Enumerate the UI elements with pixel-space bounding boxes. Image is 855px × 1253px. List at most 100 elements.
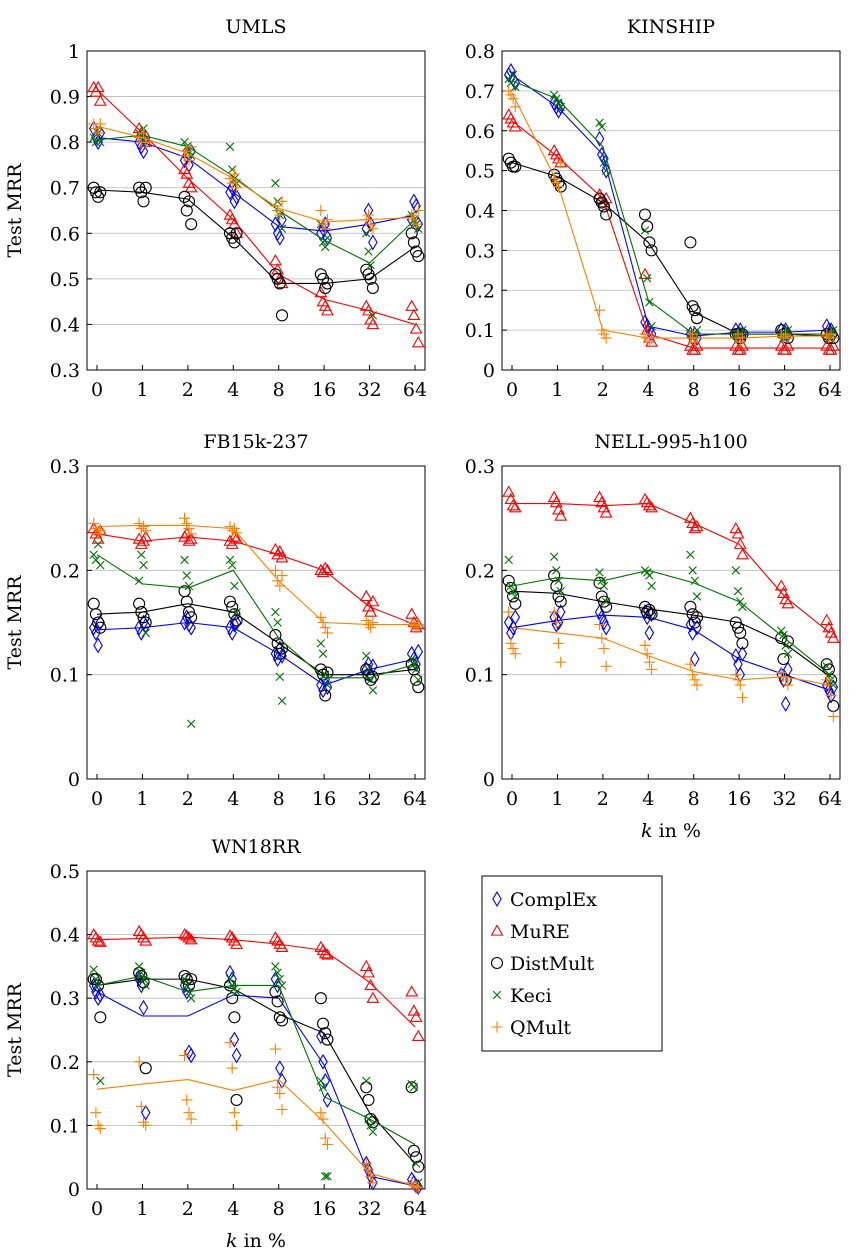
data-point-qmult xyxy=(365,1170,377,1182)
data-point-qmult xyxy=(315,611,327,623)
x-tick-label: 32 xyxy=(772,788,796,810)
data-point-keci xyxy=(232,987,241,997)
data-point-mure xyxy=(223,929,237,941)
data-point-keci xyxy=(96,1076,105,1086)
data-point-mure xyxy=(409,1010,423,1022)
data-point-keci xyxy=(134,962,144,971)
data-point-complex xyxy=(599,614,609,631)
data-point-keci xyxy=(321,670,330,679)
data-point-qmult xyxy=(269,200,281,212)
data-point-qmult xyxy=(412,205,424,216)
data-point-qmult xyxy=(412,1182,424,1194)
data-point-distmult xyxy=(139,1062,152,1075)
y-tick-label: 0.6 xyxy=(465,121,495,143)
data-point-mure xyxy=(180,167,194,179)
data-point-qmult xyxy=(94,118,106,130)
data-point-qmult xyxy=(509,101,521,113)
data-point-qmult xyxy=(646,663,658,675)
data-point-complex xyxy=(93,990,103,1007)
data-point-distmult xyxy=(643,236,656,249)
data-point-qmult xyxy=(780,674,792,686)
data-point-keci xyxy=(736,597,745,606)
data-point-mure xyxy=(93,94,107,106)
data-point-distmult xyxy=(736,637,749,650)
data-point-qmult xyxy=(643,656,655,668)
series-line-distmult xyxy=(96,978,416,1164)
data-point-mure xyxy=(554,509,568,521)
data-point-qmult xyxy=(365,218,377,230)
data-point-complex xyxy=(275,1060,285,1077)
data-point-keci xyxy=(277,696,287,705)
series-line-keci xyxy=(511,569,831,676)
data-point-qmult xyxy=(823,679,835,691)
legend-marker-complex xyxy=(492,891,502,907)
data-point-qmult xyxy=(367,223,379,235)
y-tick-label: 0.7 xyxy=(465,81,495,103)
data-point-distmult xyxy=(94,621,107,634)
series-qmult xyxy=(88,1037,424,1194)
data-point-distmult xyxy=(820,658,833,671)
data-point-complex xyxy=(277,211,287,228)
data-point-complex xyxy=(231,188,242,205)
data-point-qmult xyxy=(133,1056,145,1068)
data-point-keci xyxy=(822,662,831,671)
data-point-qmult xyxy=(406,209,418,221)
data-point-keci xyxy=(225,142,235,151)
series-line-keci xyxy=(511,80,830,335)
data-point-qmult xyxy=(734,679,746,691)
plot-frame xyxy=(501,465,841,780)
y-tick-label: 0 xyxy=(68,1179,80,1201)
x-tick-label: 4 xyxy=(227,788,239,810)
x-tick-label: 1 xyxy=(551,379,563,401)
series-line-keci xyxy=(96,975,416,1145)
data-point-distmult xyxy=(641,220,654,233)
data-point-qmult xyxy=(362,209,374,221)
x-tick-label: 1 xyxy=(551,788,563,810)
data-point-keci xyxy=(368,1127,378,1136)
data-point-complex xyxy=(368,234,378,251)
data-point-keci xyxy=(645,297,654,307)
data-point-keci xyxy=(186,993,196,1003)
data-point-keci xyxy=(273,618,282,627)
data-point-keci xyxy=(504,555,513,565)
y-tick-label: 1 xyxy=(68,41,80,63)
data-point-qmult xyxy=(555,656,567,668)
chart-panel-wn18rr: 0 0.1 0.2 0.3 0.4 0.5 0 1 2 4 8 16 32 64 WN18RR Test MR… xyxy=(4,836,427,1252)
data-point-complex xyxy=(780,695,791,712)
data-point-qmult xyxy=(730,669,742,681)
data-point-keci xyxy=(686,550,695,559)
data-point-keci xyxy=(690,576,700,586)
data-point-distmult xyxy=(319,689,332,702)
data-point-mure xyxy=(362,304,375,316)
data-point-complex xyxy=(138,999,149,1016)
data-point-complex xyxy=(601,619,611,636)
data-point-complex xyxy=(138,143,149,160)
data-point-qmult xyxy=(183,154,195,166)
data-point-complex xyxy=(644,624,655,641)
data-point-qmult xyxy=(555,157,567,169)
data-point-distmult xyxy=(690,312,704,325)
data-point-qmult xyxy=(140,1119,152,1131)
x-tick-label: 4 xyxy=(642,379,654,401)
chart-title: KINSHIP xyxy=(627,16,715,38)
data-point-mure xyxy=(645,501,659,513)
data-point-mure xyxy=(230,937,244,949)
data-point-keci xyxy=(642,274,652,283)
data-point-distmult xyxy=(729,616,742,629)
data-point-distmult xyxy=(412,681,425,694)
data-point-qmult xyxy=(360,214,372,226)
data-point-mure xyxy=(364,978,378,991)
data-point-qmult xyxy=(140,525,152,537)
data-point-distmult xyxy=(180,595,193,608)
data-point-distmult xyxy=(314,992,327,1005)
data-point-keci xyxy=(549,552,559,562)
data-point-qmult xyxy=(317,1113,329,1125)
data-point-qmult xyxy=(412,619,424,631)
data-point-complex xyxy=(91,983,101,1000)
data-point-distmult xyxy=(319,1027,332,1040)
data-point-mure xyxy=(362,966,375,978)
data-point-qmult xyxy=(594,619,606,631)
data-point-complex xyxy=(318,682,328,699)
series-complex xyxy=(503,604,839,712)
